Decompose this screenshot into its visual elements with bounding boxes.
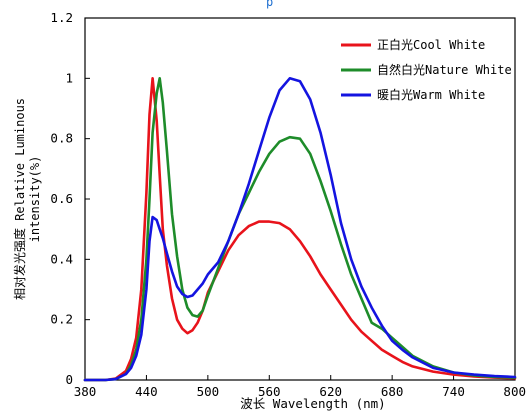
x-tick-label: 740 bbox=[442, 384, 465, 399]
y-tick-label: 0.2 bbox=[50, 312, 73, 327]
y-axis-label-line1: 相对发光强度 Relative Luminous bbox=[12, 98, 27, 300]
series-line-0 bbox=[83, 77, 517, 382]
y-tick-label: 0.8 bbox=[50, 131, 73, 146]
series-layer bbox=[83, 77, 517, 382]
x-tick-label: 560 bbox=[258, 384, 281, 399]
x-tick-label: 800 bbox=[503, 384, 526, 399]
x-tick-label: 680 bbox=[381, 384, 404, 399]
y-axis-label-line2: intensity(%) bbox=[28, 156, 42, 243]
y-tick-label: 1 bbox=[65, 70, 73, 85]
x-tick-label: 500 bbox=[197, 384, 220, 399]
y-axis-ticks: 0 0.2 0.4 0.6 0.8 1 1.2 bbox=[50, 10, 90, 387]
series-line-2 bbox=[83, 77, 517, 382]
x-tick-label: 440 bbox=[135, 384, 158, 399]
x-axis-ticks: 380 440 500 560 620 680 740 800 bbox=[74, 375, 526, 399]
legend-label-2: 暖白光Warm White bbox=[377, 87, 485, 102]
y-tick-label: 0 bbox=[65, 372, 73, 387]
top-text-fragment: p bbox=[266, 0, 273, 9]
y-tick-label: 1.2 bbox=[50, 10, 73, 25]
y-tick-label: 0.4 bbox=[50, 251, 73, 266]
legend: 正白光Cool White 自然白光Nature White 暖白光Warm Whi… bbox=[341, 37, 512, 102]
legend-label-1: 自然白光Nature White bbox=[377, 62, 512, 77]
legend-label-0: 正白光Cool White bbox=[377, 37, 485, 52]
y-axis-label: 相对发光强度 Relative Luminous intensity(%) bbox=[12, 98, 42, 300]
y-tick-label: 0.6 bbox=[50, 191, 73, 206]
x-tick-label: 620 bbox=[319, 384, 342, 399]
x-tick-label: 380 bbox=[74, 384, 97, 399]
x-axis-label: 波长 Wavelength (nm) bbox=[240, 396, 385, 411]
